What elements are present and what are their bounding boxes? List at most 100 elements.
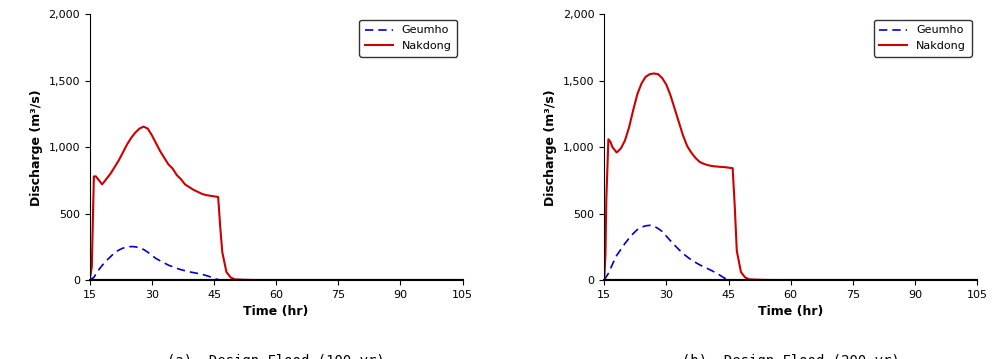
Nakdong bbox=[126, 136, 138, 140]
Geumho bbox=[353, 278, 365, 282]
Nakdong bbox=[729, 204, 741, 208]
Nakdong bbox=[199, 193, 211, 197]
Nakdong bbox=[606, 145, 618, 149]
Geumho bbox=[971, 278, 983, 282]
Nakdong bbox=[631, 92, 643, 96]
Nakdong bbox=[96, 182, 108, 187]
X-axis label: Time (hr): Time (hr) bbox=[243, 305, 309, 318]
Nakdong bbox=[214, 225, 226, 229]
Nakdong bbox=[270, 278, 282, 282]
Nakdong bbox=[220, 270, 232, 274]
Nakdong bbox=[685, 150, 697, 155]
Geumho bbox=[212, 278, 224, 282]
Nakdong bbox=[867, 278, 879, 282]
Nakdong bbox=[615, 146, 627, 151]
Geumho bbox=[785, 278, 797, 282]
Geumho bbox=[867, 278, 879, 282]
Nakdong bbox=[92, 177, 104, 181]
Geumho bbox=[150, 256, 162, 261]
Geumho bbox=[187, 270, 199, 275]
Geumho bbox=[138, 247, 150, 252]
Geumho bbox=[155, 258, 166, 263]
Nakdong bbox=[179, 182, 191, 187]
Nakdong bbox=[138, 125, 150, 129]
Geumho bbox=[698, 265, 710, 269]
Geumho bbox=[619, 241, 631, 246]
Geumho bbox=[395, 278, 407, 282]
Geumho bbox=[706, 269, 718, 273]
Nakdong bbox=[635, 81, 647, 85]
Nakdong bbox=[623, 125, 635, 130]
Geumho bbox=[764, 278, 776, 282]
Nakdong bbox=[743, 277, 755, 281]
Nakdong bbox=[785, 278, 797, 282]
Nakdong bbox=[170, 173, 182, 177]
Nakdong bbox=[353, 278, 365, 282]
Geumho bbox=[677, 251, 689, 256]
Nakdong bbox=[909, 278, 921, 282]
Geumho bbox=[195, 272, 207, 276]
Geumho bbox=[681, 255, 693, 259]
Nakdong bbox=[604, 140, 616, 144]
Geumho bbox=[203, 275, 215, 279]
Text: (b)  Design Flood (200 yr): (b) Design Flood (200 yr) bbox=[682, 354, 899, 359]
Nakdong bbox=[669, 107, 681, 111]
Line: Nakdong: Nakdong bbox=[604, 74, 977, 280]
Nakdong bbox=[117, 150, 129, 155]
Nakdong bbox=[640, 75, 652, 79]
Geumho bbox=[694, 262, 706, 267]
Nakdong bbox=[627, 108, 639, 112]
Geumho bbox=[656, 229, 668, 234]
Nakdong bbox=[673, 120, 685, 124]
Geumho bbox=[146, 253, 158, 258]
Geumho bbox=[179, 269, 191, 273]
Nakdong bbox=[212, 195, 224, 199]
Geumho bbox=[84, 278, 96, 282]
Nakdong bbox=[105, 172, 117, 176]
Nakdong bbox=[155, 149, 166, 153]
Nakdong bbox=[208, 194, 220, 199]
Nakdong bbox=[210, 195, 222, 199]
Nakdong bbox=[611, 150, 623, 155]
Geumho bbox=[117, 246, 129, 250]
Nakdong bbox=[660, 83, 672, 87]
Nakdong bbox=[249, 278, 261, 282]
Nakdong bbox=[752, 278, 764, 282]
Nakdong bbox=[121, 143, 133, 147]
Geumho bbox=[602, 271, 614, 276]
Nakdong bbox=[599, 251, 611, 256]
Y-axis label: Discharge (m³/s): Discharge (m³/s) bbox=[544, 89, 557, 205]
Nakdong bbox=[84, 278, 96, 282]
X-axis label: Time (hr): Time (hr) bbox=[758, 305, 824, 318]
Geumho bbox=[121, 245, 133, 249]
Nakdong bbox=[228, 277, 240, 281]
Geumho bbox=[134, 246, 146, 250]
Geumho bbox=[714, 273, 726, 278]
Nakdong bbox=[191, 190, 203, 194]
Nakdong bbox=[827, 278, 838, 282]
Geumho bbox=[652, 226, 664, 230]
Geumho bbox=[827, 278, 838, 282]
Geumho bbox=[735, 278, 747, 282]
Nakdong bbox=[88, 174, 100, 178]
Geumho bbox=[174, 267, 186, 272]
Nakdong bbox=[312, 278, 324, 282]
Geumho bbox=[731, 278, 743, 282]
Nakdong bbox=[706, 164, 718, 168]
Nakdong bbox=[237, 278, 249, 282]
Nakdong bbox=[109, 165, 121, 169]
Nakdong bbox=[146, 133, 158, 137]
Geumho bbox=[199, 273, 211, 278]
Geumho bbox=[214, 278, 226, 282]
Geumho bbox=[220, 278, 232, 282]
Geumho bbox=[723, 278, 735, 282]
Geumho bbox=[216, 278, 228, 282]
Nakdong bbox=[665, 93, 677, 98]
Geumho bbox=[665, 239, 677, 243]
Nakdong bbox=[174, 177, 186, 181]
Nakdong bbox=[689, 156, 701, 160]
Geumho bbox=[109, 251, 121, 255]
Geumho bbox=[96, 263, 108, 267]
Geumho bbox=[105, 255, 117, 259]
Nakdong bbox=[187, 187, 199, 192]
